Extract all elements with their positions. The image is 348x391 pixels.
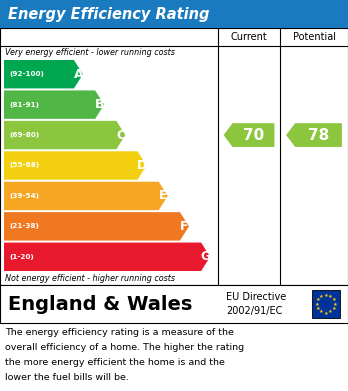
Text: lower the fuel bills will be.: lower the fuel bills will be. — [5, 373, 129, 382]
Text: ★: ★ — [319, 309, 324, 314]
Text: England & Wales: England & Wales — [8, 294, 192, 314]
Text: (92-100): (92-100) — [9, 71, 44, 77]
Polygon shape — [4, 60, 83, 88]
Bar — [0, 0, 348, 28]
Polygon shape — [4, 151, 147, 180]
Polygon shape — [4, 121, 125, 149]
Text: 70: 70 — [243, 127, 264, 143]
Text: G: G — [200, 250, 211, 263]
Text: Energy Efficiency Rating: Energy Efficiency Rating — [8, 7, 209, 22]
Text: EU Directive
2002/91/EC: EU Directive 2002/91/EC — [226, 292, 286, 316]
Bar — [0, 285, 348, 323]
Text: F: F — [180, 220, 189, 233]
Text: (81-91): (81-91) — [9, 102, 39, 108]
Text: The energy efficiency rating is a measure of the: The energy efficiency rating is a measur… — [5, 328, 234, 337]
Text: Current: Current — [231, 32, 267, 42]
Polygon shape — [4, 182, 168, 210]
Text: ★: ★ — [319, 294, 324, 299]
Text: B: B — [95, 98, 104, 111]
Text: Not energy efficient - higher running costs: Not energy efficient - higher running co… — [5, 274, 175, 283]
Bar — [0, 28, 348, 285]
Text: E: E — [159, 189, 167, 203]
Text: (55-68): (55-68) — [9, 163, 39, 169]
Text: ★: ★ — [315, 301, 319, 307]
Text: ★: ★ — [316, 306, 321, 311]
Text: C: C — [116, 129, 125, 142]
Polygon shape — [4, 242, 210, 271]
Text: the more energy efficient the home is and the: the more energy efficient the home is an… — [5, 358, 225, 367]
Text: ★: ★ — [324, 292, 329, 298]
Bar — [312, 290, 340, 318]
Text: (1-20): (1-20) — [9, 254, 34, 260]
Text: Very energy efficient - lower running costs: Very energy efficient - lower running co… — [5, 48, 175, 57]
Polygon shape — [223, 123, 275, 147]
Text: overall efficiency of a home. The higher the rating: overall efficiency of a home. The higher… — [5, 343, 244, 352]
Text: (39-54): (39-54) — [9, 193, 39, 199]
Polygon shape — [4, 90, 104, 119]
Text: ★: ★ — [328, 309, 333, 314]
Polygon shape — [4, 212, 189, 240]
Text: Potential: Potential — [293, 32, 335, 42]
Text: ★: ★ — [328, 294, 333, 299]
Text: ★: ★ — [324, 310, 329, 316]
Text: D: D — [137, 159, 147, 172]
Text: (69-80): (69-80) — [9, 132, 39, 138]
Text: A: A — [74, 68, 83, 81]
Text: ★: ★ — [333, 301, 337, 307]
Text: ★: ★ — [316, 297, 321, 302]
Text: (21-38): (21-38) — [9, 223, 39, 230]
Text: 78: 78 — [308, 127, 329, 143]
Text: ★: ★ — [331, 306, 336, 311]
Text: ★: ★ — [331, 297, 336, 302]
Polygon shape — [286, 123, 342, 147]
